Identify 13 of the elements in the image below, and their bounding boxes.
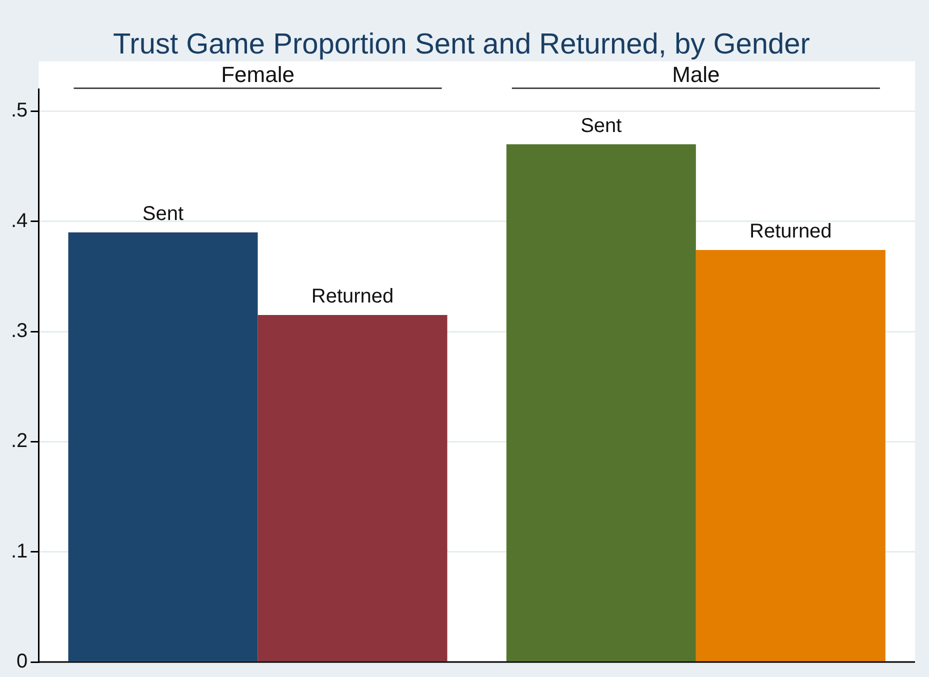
series-label: Returned xyxy=(311,286,394,308)
text: Returned xyxy=(750,220,832,243)
y-tick-label: .5 xyxy=(10,100,28,122)
y-tick-label: .1 xyxy=(10,540,28,562)
y-tick-label: 0 xyxy=(16,650,28,673)
text: Sent xyxy=(142,202,184,225)
x-tick-label: Male xyxy=(672,62,720,88)
y-tick-label: .4 xyxy=(10,210,28,232)
series-label: Sent xyxy=(580,114,622,137)
y-tick-label: .3 xyxy=(10,320,28,342)
chart-title: Trust Game Proportion Sent and Returned, by Gender xyxy=(113,28,810,60)
y-tick-label: .2 xyxy=(10,430,28,452)
x-tick-label: Female xyxy=(221,62,294,88)
